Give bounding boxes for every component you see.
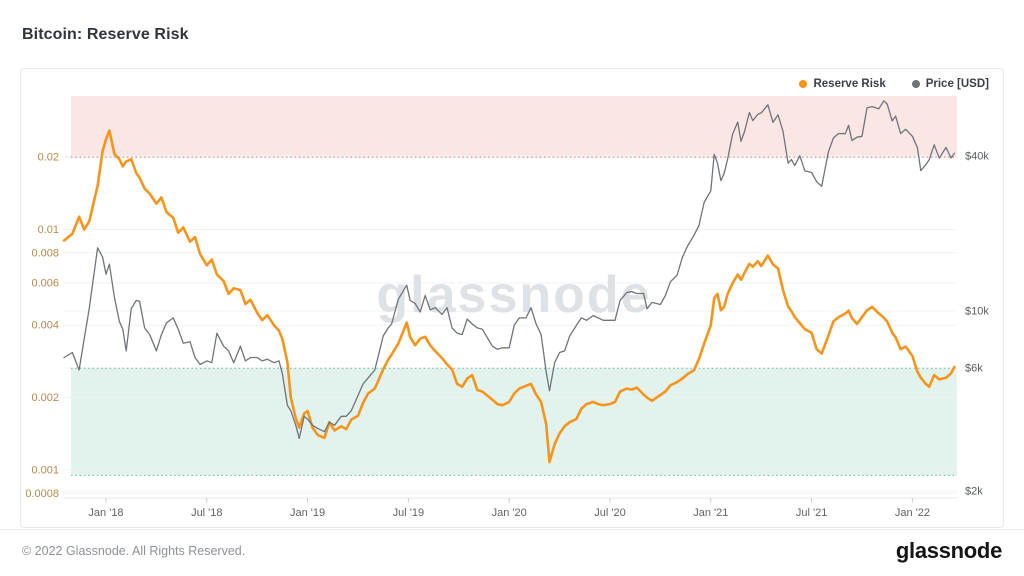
legend-label-reserve-risk: Reserve Risk [813, 78, 886, 90]
left-axis-tick-label: 0.004 [31, 320, 59, 332]
left-axis-tick-label: 0.001 [31, 465, 59, 477]
legend-label-price: Price [USD] [925, 78, 989, 90]
right-axis-tick-label: $40k [965, 150, 989, 162]
x-axis-tick-label: Jan '18 [88, 507, 123, 519]
right-axis-tick-label: $6k [965, 363, 983, 375]
legend-item-reserve-risk[interactable]: Reserve Risk [799, 78, 886, 90]
legend-item-price[interactable]: Price [USD] [911, 78, 989, 90]
right-axis-tick-label: $2k [965, 486, 983, 498]
x-axis-tick-label: Jul '20 [594, 507, 625, 519]
left-axis-tick-label: 0.006 [31, 277, 59, 289]
left-axis-tick-label: 0.008 [31, 247, 59, 259]
left-axis-tick-label: 0.002 [31, 392, 59, 404]
chart-card: Reserve Risk Price [USD] glassnode 0.02 0.… [20, 68, 1004, 528]
price-line [63, 100, 956, 440]
x-axis-tick-label: Jan '21 [693, 507, 728, 519]
page-title: Bitcoin: Reserve Risk [22, 26, 189, 43]
chart-legend: Reserve Risk Price [USD] [799, 78, 989, 90]
x-axis-tick-label: Jul '18 [191, 507, 222, 519]
undervalued-band [71, 368, 957, 476]
price-dot-icon [911, 80, 920, 88]
footer: © 2022 Glassnode. All Rights Reserved. g… [0, 529, 1024, 576]
watermark: glassnode [376, 266, 651, 324]
chart-canvas[interactable]: glassnode 0.02 0.01 0.008 0.006 0.004 0.002 0.0… [21, 69, 1005, 528]
x-axis-tick-label: Jan '22 [895, 507, 930, 519]
x-axis-tick-label: Jan '20 [492, 507, 527, 519]
copyright-text: © 2022 Glassnode. All Rights Reserved. [22, 544, 246, 558]
overvalued-band [71, 96, 957, 158]
reserve-risk-line [62, 129, 956, 464]
x-axis-tick-label: Jan '19 [290, 507, 325, 519]
left-axis-tick-label: 0.01 [38, 224, 59, 236]
x-axis-tick-label: Jul '19 [393, 507, 424, 519]
left-axis-tick-label: 0.0008 [25, 488, 59, 500]
glassnode-logo: glassnode [895, 538, 1002, 563]
left-axis-tick-label: 0.02 [38, 152, 59, 164]
reserve-risk-dot-icon [799, 80, 808, 88]
x-axis-tick-label: Jul '21 [796, 507, 827, 519]
right-axis-tick-label: $10k [965, 306, 989, 318]
